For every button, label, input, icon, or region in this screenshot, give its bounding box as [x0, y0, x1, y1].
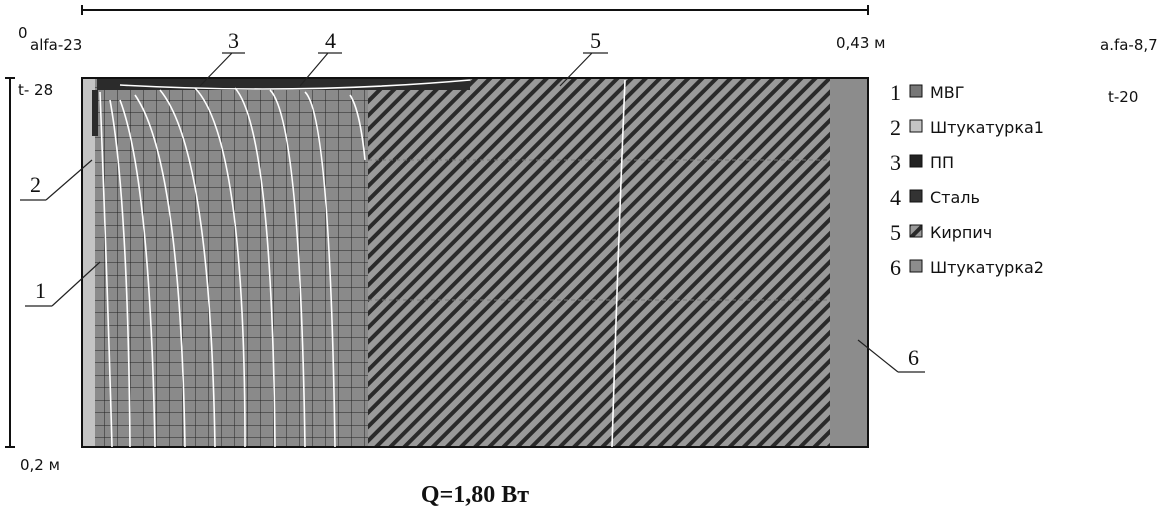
scale: 0 0,43 м 0,2 м — [5, 5, 885, 474]
callout: 5 — [590, 28, 601, 53]
callout: 2 — [30, 172, 41, 197]
left-t: t- 28 — [18, 81, 53, 99]
legend-number: 6 — [890, 255, 901, 280]
callout: 3 — [228, 28, 239, 53]
legend-label: МВГ — [930, 83, 965, 102]
result: Q=1,80 Вт — [421, 482, 529, 508]
legend: 1 МВГ 2 Штукатурка1 3 ПП 4 Сталь 5 Кирпи… — [890, 80, 1044, 280]
legend-label: Штукатурка2 — [930, 258, 1044, 277]
right-alfa: a.fa-8,7 — [1100, 36, 1158, 54]
wall-section — [81, 77, 869, 448]
scale-length: 0,43 м — [836, 34, 885, 52]
legend-label: Штукатурка1 — [930, 118, 1044, 137]
scale-origin: 0 — [18, 24, 28, 42]
right-t: t-20 — [1108, 88, 1138, 106]
legend-number: 2 — [890, 115, 901, 140]
callouts: 3 4 5 2 1 6 — [20, 28, 925, 373]
callout: 1 — [35, 278, 46, 303]
legend-number: 5 — [890, 220, 901, 245]
legend-number: 4 — [890, 185, 901, 210]
legend-number: 3 — [890, 150, 901, 175]
callout: 4 — [325, 28, 336, 53]
callout: 6 — [908, 345, 919, 370]
left-alfa: alfa-23 — [30, 36, 82, 54]
legend-label: Кирпич — [930, 223, 992, 242]
legend-number: 1 — [890, 80, 901, 105]
legend-label: Сталь — [930, 188, 980, 207]
scale-height: 0,2 м — [20, 456, 60, 474]
legend-label: ПП — [930, 153, 954, 172]
